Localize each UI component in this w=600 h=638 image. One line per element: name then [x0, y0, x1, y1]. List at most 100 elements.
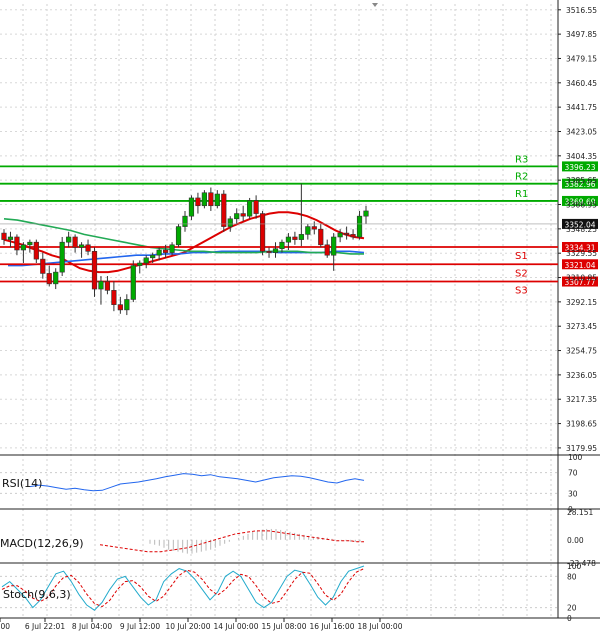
price-tick-label: 3404.35 — [566, 152, 597, 161]
candle-body — [259, 213, 266, 252]
candle — [72, 234, 78, 253]
level-label-r3: R3 — [515, 154, 528, 165]
level-tag-text-r3: 3396.23 — [564, 163, 595, 172]
candle-body — [279, 241, 285, 249]
candle — [337, 229, 343, 243]
candle — [163, 244, 169, 258]
candle — [46, 265, 52, 287]
candle-body — [98, 280, 104, 290]
candle-body — [221, 193, 227, 227]
price-tick-label: 3497.85 — [566, 30, 597, 39]
candle — [169, 242, 175, 256]
candle-body — [78, 244, 85, 248]
candle — [117, 296, 123, 314]
level-tag-r3 — [562, 161, 598, 172]
price-tick-label: 3516.55 — [566, 6, 597, 15]
candle — [311, 221, 317, 235]
candle — [305, 223, 311, 240]
time-tick-label: 14 Jul 00:00 — [214, 622, 259, 631]
candle-body — [285, 236, 292, 243]
candle — [285, 233, 292, 250]
time-tick-label: 9 Jul 12:00 — [120, 622, 160, 631]
candle — [292, 231, 298, 245]
candle-body — [53, 271, 59, 285]
candle — [214, 190, 220, 209]
level-tag-text-s3: 3307.77 — [564, 278, 595, 287]
candle-body — [356, 215, 363, 238]
candle — [150, 252, 156, 264]
candle-body — [111, 290, 117, 305]
candle — [208, 187, 214, 211]
macd-tick-label: -23.478 — [567, 559, 596, 568]
candle-body — [188, 197, 195, 217]
candle — [344, 226, 350, 240]
level-tag-text-s2: 3321.04 — [564, 261, 595, 270]
candle-body — [311, 226, 317, 230]
candle — [298, 183, 304, 247]
candle — [234, 208, 240, 224]
candle-body — [20, 244, 26, 251]
price-tick-label: 3292.15 — [566, 298, 597, 307]
rsi-tick-label: 100 — [568, 453, 583, 462]
candle — [259, 210, 266, 256]
candle — [14, 234, 20, 256]
candle — [221, 190, 227, 232]
candle — [91, 247, 98, 297]
candle-body — [66, 236, 72, 243]
stoch-tick-label: 0 — [567, 614, 572, 623]
candle-body — [40, 258, 46, 274]
stoch-k-line — [1, 565, 365, 611]
level-tag-r1 — [562, 195, 598, 206]
level-label-r1: R1 — [515, 189, 528, 200]
candle — [182, 210, 188, 232]
stoch-tick-label: 80 — [567, 572, 577, 581]
candle — [363, 205, 369, 224]
candle-body — [247, 200, 253, 217]
ma-line-3 — [3, 218, 364, 255]
candle-body — [214, 193, 220, 207]
stoch-tick-label: 100 — [567, 562, 582, 571]
candle — [266, 247, 272, 258]
level-label-r2: R2 — [515, 172, 528, 183]
rsi-tick-label: 0 — [568, 505, 573, 514]
candle-body — [33, 241, 39, 260]
candle — [331, 233, 337, 271]
price-tick-label: 3198.65 — [566, 420, 597, 429]
macd-tick-label: 0.00 — [567, 536, 584, 545]
candle — [188, 195, 195, 221]
candle — [272, 242, 279, 258]
candle — [66, 231, 72, 248]
time-tick-label: 5 Jul 00:00 — [0, 622, 10, 631]
candle — [253, 195, 259, 219]
candle-body — [27, 241, 33, 246]
time-tick-label: 8 Jul 04:00 — [72, 622, 112, 631]
candle — [27, 239, 33, 253]
candle-body — [163, 249, 169, 253]
time-tick-label: 18 Jul 00:00 — [358, 622, 403, 631]
candle — [85, 239, 91, 256]
level-tag-r2 — [562, 178, 598, 189]
candle — [1, 229, 7, 245]
price-tick-label: 3329.55 — [566, 249, 597, 258]
candle-body — [350, 234, 356, 238]
candle-body — [156, 249, 162, 256]
candle — [156, 247, 162, 261]
candle-body — [130, 265, 136, 300]
time-tick-label: 6 Jul 22:01 — [25, 622, 65, 631]
candle — [279, 239, 285, 253]
price-tick-label: 3385.65 — [566, 176, 597, 185]
candle — [175, 223, 182, 248]
price-tick-label: 3366.95 — [566, 201, 597, 210]
price-tick-label: 3217.35 — [566, 395, 597, 404]
candle — [98, 276, 104, 305]
candle-body — [253, 200, 259, 214]
candle-body — [298, 234, 304, 240]
candle-body — [150, 254, 156, 259]
candle — [33, 239, 39, 264]
candle — [247, 197, 253, 219]
rsi-label: RSI(14) — [2, 477, 42, 490]
rsi-line — [29, 473, 365, 492]
candle-body — [331, 236, 337, 256]
